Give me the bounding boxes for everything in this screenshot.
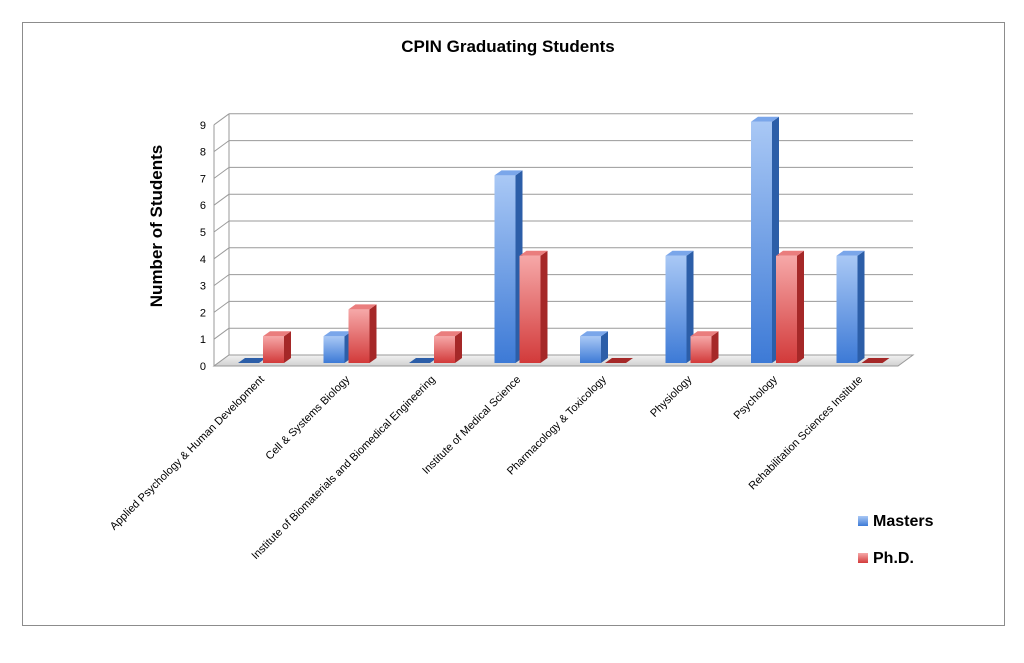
bar-masters [494,170,523,363]
bar-top [348,304,377,310]
y-tick-label: 7 [200,173,206,185]
bar-phd [519,250,548,363]
bar-zero-cap [861,358,890,363]
bar-phd [605,358,633,363]
bar-phd [776,250,804,363]
gridline-side [213,247,230,260]
bar-top [580,331,608,337]
x-category-label: Pharmacology & Toxicology [505,373,609,477]
y-tick-label: 0 [200,361,206,373]
bar-phd [263,331,291,363]
bar-zero-cap [409,358,437,363]
bar-side [857,250,865,363]
legend-swatch-phd [858,553,868,563]
bar-phd [348,304,377,363]
bar-front [323,336,345,363]
y-axis-ticks: 0 1 2 3 4 5 6 7 8 9 [200,120,206,373]
bar-front [665,255,687,363]
bar-masters [665,250,694,363]
floor-plane [212,354,915,367]
x-category-label: Applied Psychology & Human Development [108,374,267,533]
x-category-label: Psychology [732,373,781,422]
bar-masters [238,358,266,363]
gridline-side [213,300,230,313]
y-tick-label: 8 [200,147,206,159]
x-category-label: Physiology [648,373,694,419]
bar-phd [861,358,890,363]
legend-swatch-masters [858,516,868,526]
gridline-side [213,140,230,153]
y-tick-label: 9 [200,120,206,132]
x-category-label: Institute of Biomaterials and Biomedical… [250,374,438,562]
bar-front [434,336,455,363]
y-tick-label: 1 [200,334,206,346]
bar-top [776,250,804,256]
bar-front [836,255,858,363]
x-axis-categories: Applied Psychology & Human DevelopmentCe… [108,373,865,562]
bar-front [690,336,712,363]
x-category-label: Cell & Systems Biology [263,373,352,462]
bar-phd [690,331,719,363]
bar-side [369,304,377,363]
legend-label-phd: Ph.D. [873,550,914,567]
y-axis-label: Number of Students [147,145,166,307]
bar-front [263,336,284,363]
legend-label-masters: Masters [873,513,934,530]
bar-side [686,250,694,363]
legend: Masters Ph.D. [858,513,934,567]
bar-zero-cap [605,358,633,363]
bar-top [836,250,865,256]
bar-front [776,255,797,363]
bar-side [455,331,462,363]
bar-top [323,331,352,337]
bar-top [494,170,523,176]
y-tick-label: 3 [200,281,206,293]
bar-top [690,331,719,337]
y-tick-label: 6 [200,200,206,212]
bars [238,116,890,363]
bar-masters [580,331,608,363]
grid [213,113,913,367]
bar-top [519,250,548,256]
chart-title: CPIN Graduating Students [401,37,614,56]
gridline-side [213,220,230,233]
bar-top [665,250,694,256]
chart-floor [212,354,915,367]
bar-side [797,250,804,363]
bar-top [263,331,291,337]
gridline-side [213,113,230,126]
y-tick-label: 2 [200,307,206,319]
gridline-side [213,193,230,206]
bar-masters [751,116,779,363]
gridline-side [213,327,230,340]
y-tick-label: 5 [200,227,206,239]
bar-front [519,255,541,363]
bar-masters [836,250,865,363]
gridline-side [213,166,230,179]
bar-side [601,331,608,363]
bar-front [494,175,516,363]
bar-front [580,336,601,363]
gridline-side [213,274,230,287]
x-category-label: Institute of Medical Science [420,374,523,477]
bar-side [540,250,548,363]
bar-masters [409,358,437,363]
bar-top [434,331,462,337]
bar-front [348,309,370,363]
bar-front [751,121,772,363]
bar-masters [323,331,352,363]
bar-side [284,331,291,363]
bar-phd [434,331,462,363]
bar-top [751,116,779,122]
y-tick-label: 4 [200,254,206,266]
bar-zero-cap [238,358,266,363]
bar-side [711,331,719,363]
